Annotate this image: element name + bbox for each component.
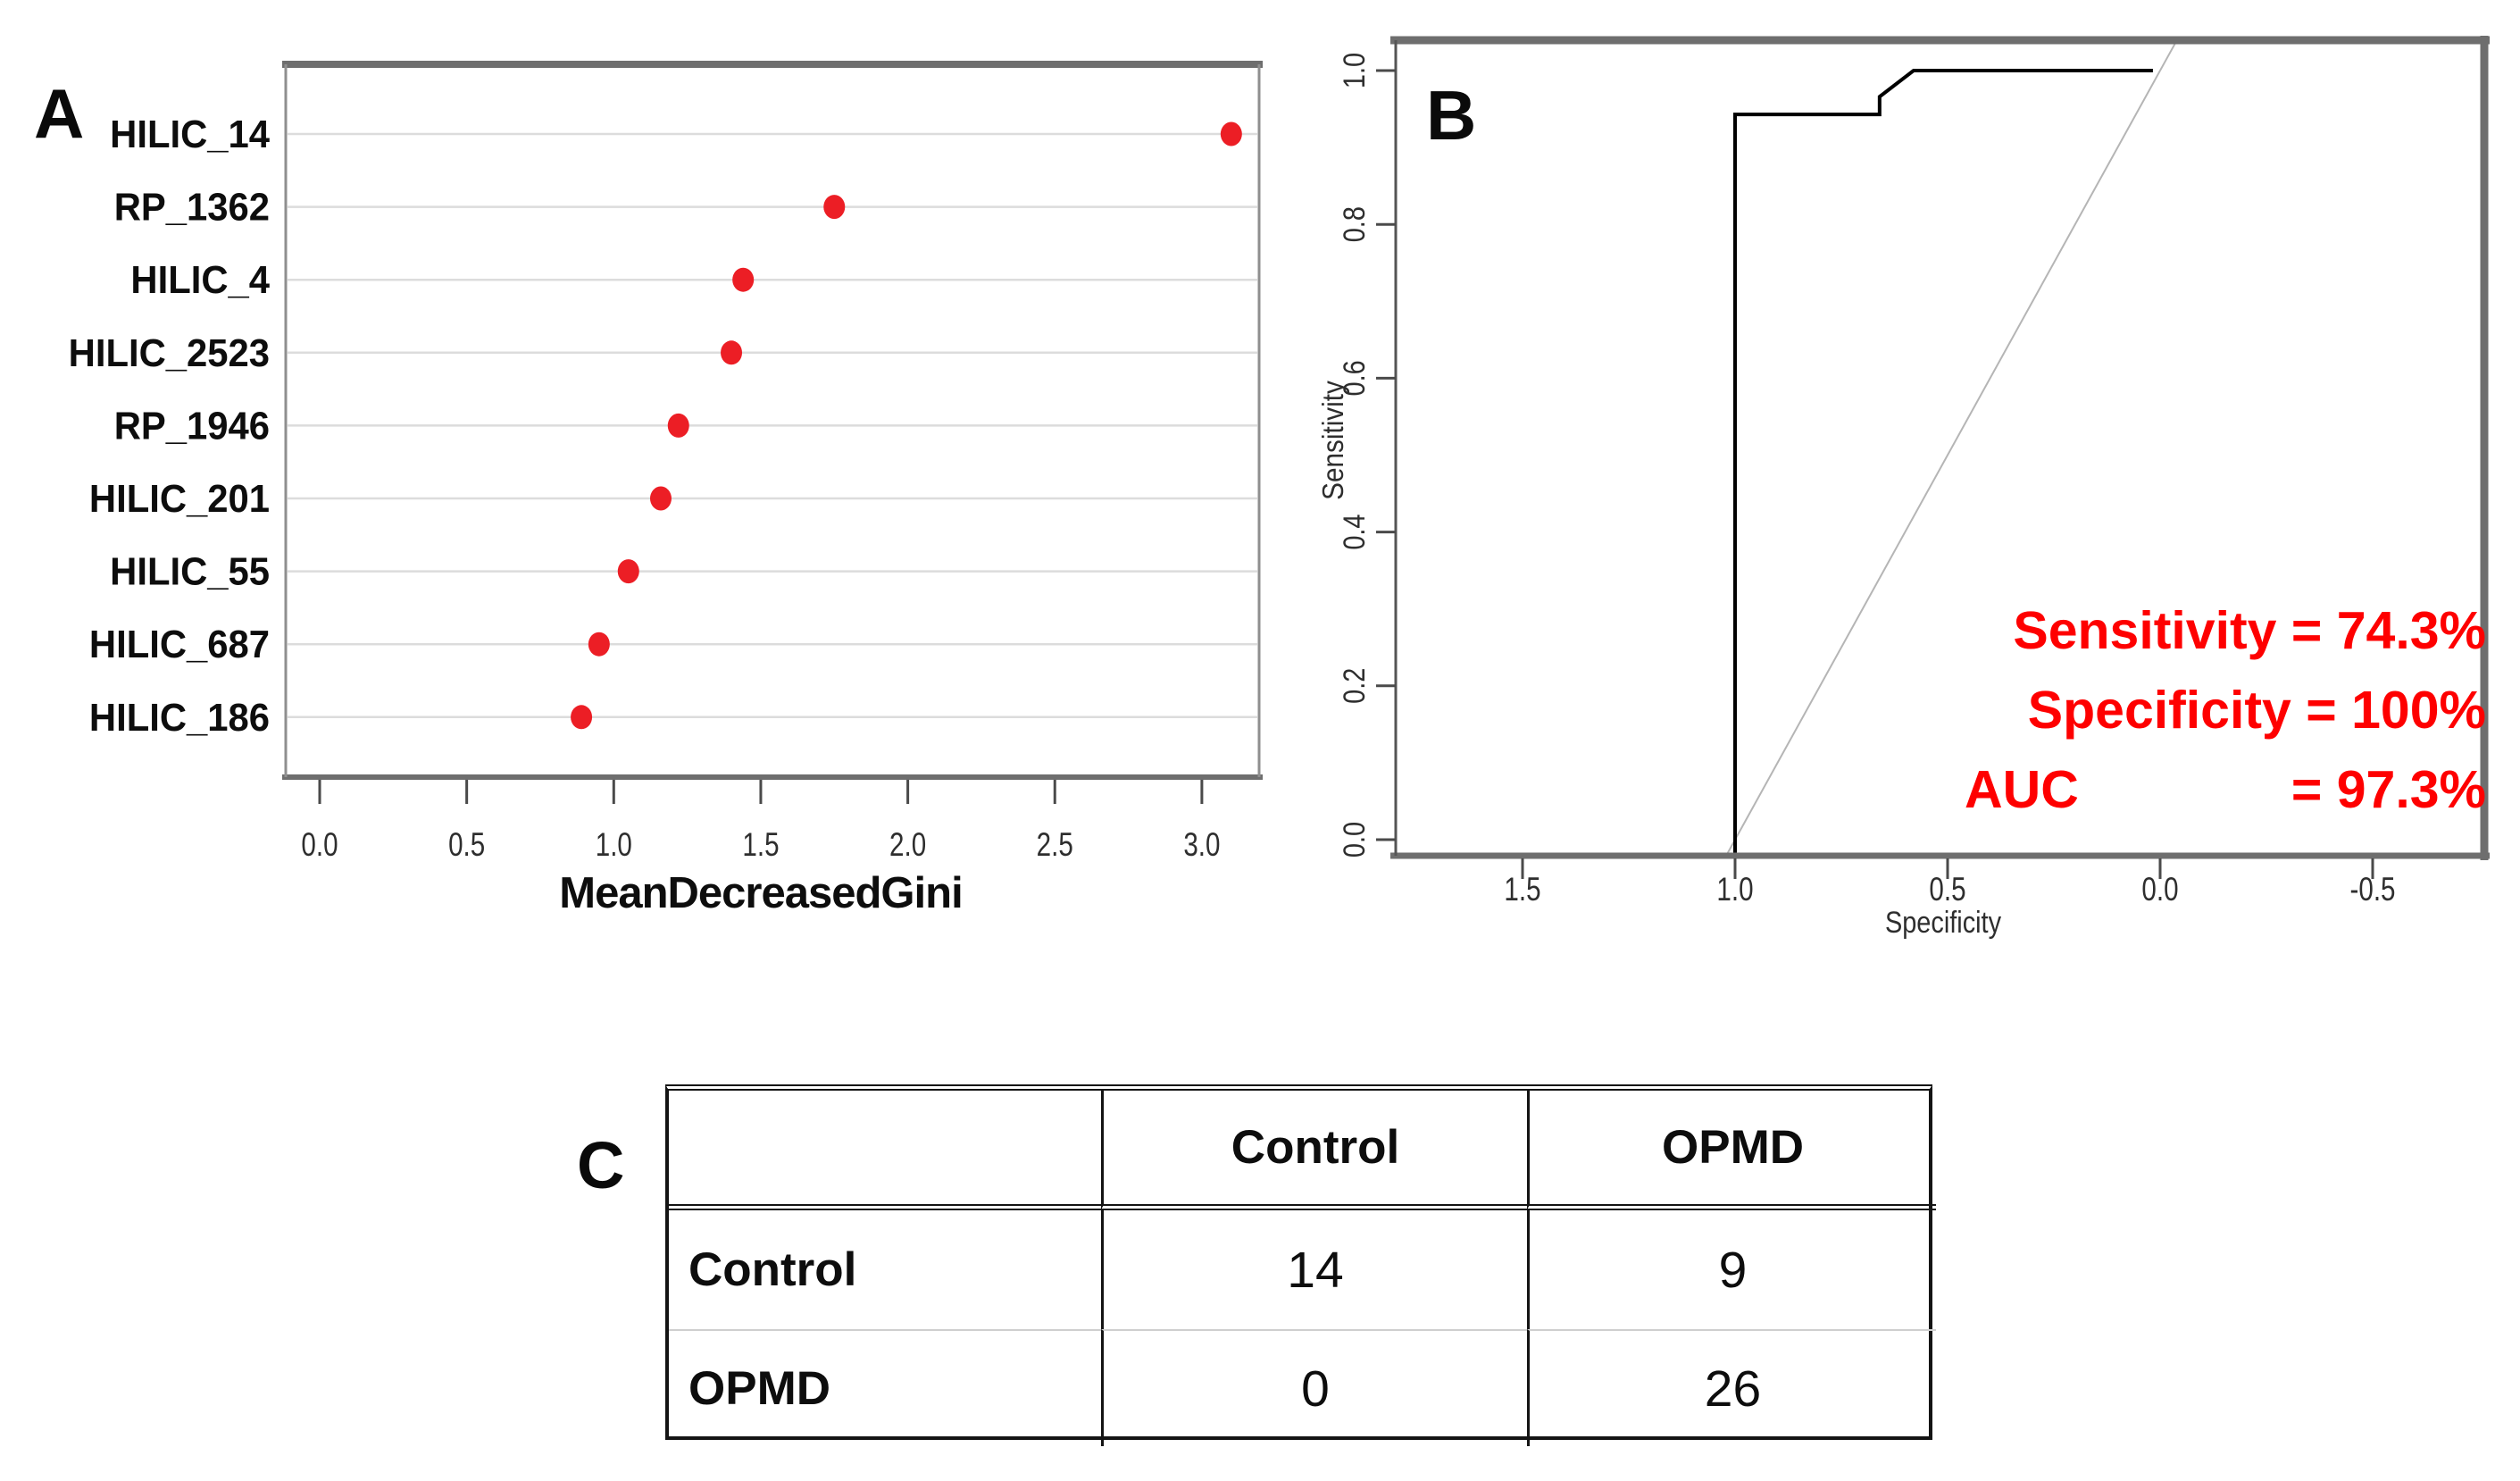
svg-text:HILIC_14: HILIC_14 [110,113,270,156]
panel-b-label: B [1426,76,1477,155]
svg-text:1.5: 1.5 [742,827,779,864]
table-cell-control-opmd: 9 [1527,1210,1936,1329]
svg-text:0.5: 0.5 [1929,872,1965,908]
svg-text:HILIC_687: HILIC_687 [89,623,270,666]
svg-text:0.0: 0.0 [1337,822,1372,858]
svg-text:1.0: 1.0 [596,827,632,864]
svg-text:3.0: 3.0 [1183,827,1220,864]
svg-text:0.4: 0.4 [1337,515,1372,550]
svg-text:2.5: 2.5 [1037,827,1073,864]
svg-text:1.0: 1.0 [1716,872,1753,908]
auc-stat-value: = 97.3% [2291,760,2486,819]
svg-text:HILIC_4: HILIC_4 [130,258,270,302]
auc-stat: AUC = 97.3% [1965,750,2486,830]
table-header-control: Control [1101,1091,1527,1210]
svg-text:0.5: 0.5 [448,827,485,864]
svg-text:0.2: 0.2 [1337,668,1372,704]
svg-text:HILIC_2523: HILIC_2523 [69,331,270,375]
panel-c-label: C [577,1128,625,1202]
table-header-opmd: OPMD [1527,1091,1936,1210]
panel-a-label: A [34,74,85,153]
sensitivity-y-axis-title: Sensitivity [1316,381,1349,500]
svg-text:HILIC_186: HILIC_186 [89,696,270,740]
roc-statistics-annotation: Sensitivity = 74.3% Specificity = 100% A… [1965,591,2486,830]
specificity-x-axis-title: Specificity [1884,906,2002,940]
auc-stat-label: AUC [1965,760,2079,819]
sensitivity-stat: Sensitivity = 74.3% [2013,601,2486,660]
svg-text:-0.5: -0.5 [2349,872,2395,908]
svg-text:1.5: 1.5 [1504,872,1540,908]
svg-text:RP_1362: RP_1362 [114,186,270,230]
table-cell-opmd-control: 0 [1101,1329,1527,1446]
table-header-empty-cell [669,1091,1101,1210]
table-cell-opmd-opmd: 26 [1527,1329,1936,1446]
svg-text:HILIC_201: HILIC_201 [89,477,270,521]
table-row-label-control: Control [688,1243,857,1296]
specificity-stat: Specificity = 100% [2027,681,2486,740]
svg-text:HILIC_55: HILIC_55 [110,550,270,594]
svg-text:2.0: 2.0 [889,827,926,864]
table-cell-control-control: 14 [1101,1210,1527,1329]
svg-text:0.0: 0.0 [2141,872,2178,908]
confusion-matrix-table: Control OPMD Control 14 9 OPMD 0 26 [665,1084,1936,1446]
svg-text:1.0: 1.0 [1337,53,1372,88]
svg-text:0.0: 0.0 [301,827,338,864]
svg-text:0.6: 0.6 [1337,360,1372,396]
svg-text:RP_1946: RP_1946 [114,404,270,448]
feature-importance-chart: HILIC_14 RP_1362 HILIC_4 HILIC_2523 RP_1946 H… [69,61,1263,864]
roc-curve-chart: 0.0 0.2 0.4 0.6 0.8 1.0 1.5 1.0 0.5 0.0 -0.5 [1337,36,2490,908]
table-row-label-opmd: OPMD [669,1329,1101,1446]
svg-text:0.8: 0.8 [1337,206,1372,242]
gini-x-axis-title: MeanDecreasedGini [559,869,963,917]
